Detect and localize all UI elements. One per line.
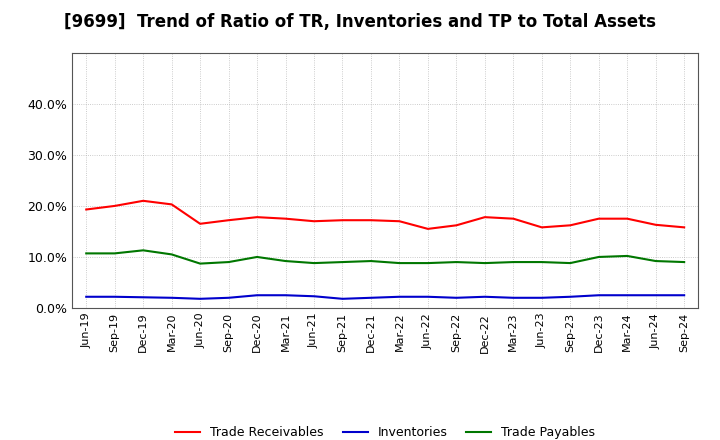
Inventories (537, 295, 546, 301)
Trade Payables (509, 260, 518, 265)
Trade Payables (82, 251, 91, 256)
Inventories (82, 294, 91, 299)
Inventories (509, 295, 518, 301)
Inventories (139, 295, 148, 300)
Trade Receivables (395, 219, 404, 224)
Trade Receivables (566, 223, 575, 228)
Trade Payables (253, 254, 261, 260)
Trade Payables (310, 260, 318, 266)
Inventories (623, 293, 631, 298)
Trade Payables (537, 260, 546, 265)
Trade Receivables (595, 216, 603, 221)
Inventories (595, 293, 603, 298)
Trade Payables (623, 253, 631, 259)
Legend: Trade Receivables, Inventories, Trade Payables: Trade Receivables, Inventories, Trade Pa… (170, 422, 600, 440)
Trade Receivables (167, 202, 176, 207)
Inventories (395, 294, 404, 299)
Inventories (167, 295, 176, 301)
Trade Payables (366, 258, 375, 264)
Inventories (480, 294, 489, 299)
Inventories (310, 293, 318, 299)
Trade Payables (225, 260, 233, 265)
Trade Payables (423, 260, 432, 266)
Line: Inventories: Inventories (86, 295, 684, 299)
Inventories (423, 294, 432, 299)
Trade Receivables (509, 216, 518, 221)
Trade Receivables (623, 216, 631, 221)
Trade Payables (595, 254, 603, 260)
Trade Receivables (196, 221, 204, 227)
Inventories (253, 293, 261, 298)
Trade Payables (395, 260, 404, 266)
Trade Receivables (139, 198, 148, 203)
Inventories (338, 296, 347, 301)
Inventories (566, 294, 575, 299)
Trade Payables (680, 260, 688, 265)
Line: Trade Receivables: Trade Receivables (86, 201, 684, 229)
Text: [9699]  Trend of Ratio of TR, Inventories and TP to Total Assets: [9699] Trend of Ratio of TR, Inventories… (64, 13, 656, 31)
Trade Receivables (652, 222, 660, 227)
Trade Payables (338, 260, 347, 265)
Trade Payables (480, 260, 489, 266)
Trade Receivables (282, 216, 290, 221)
Trade Receivables (82, 207, 91, 212)
Inventories (110, 294, 119, 299)
Trade Payables (110, 251, 119, 256)
Trade Receivables (366, 217, 375, 223)
Trade Receivables (423, 226, 432, 231)
Trade Receivables (452, 223, 461, 228)
Trade Receivables (310, 219, 318, 224)
Trade Receivables (480, 215, 489, 220)
Trade Payables (139, 248, 148, 253)
Trade Receivables (110, 203, 119, 209)
Trade Payables (282, 258, 290, 264)
Trade Payables (566, 260, 575, 266)
Inventories (652, 293, 660, 298)
Trade Receivables (680, 225, 688, 230)
Inventories (282, 293, 290, 298)
Trade Payables (652, 258, 660, 264)
Inventories (225, 295, 233, 301)
Inventories (366, 295, 375, 301)
Trade Receivables (253, 215, 261, 220)
Inventories (452, 295, 461, 301)
Inventories (196, 296, 204, 301)
Line: Trade Payables: Trade Payables (86, 250, 684, 264)
Trade Receivables (537, 225, 546, 230)
Trade Receivables (338, 217, 347, 223)
Trade Receivables (225, 217, 233, 223)
Trade Payables (452, 260, 461, 265)
Inventories (680, 293, 688, 298)
Trade Payables (167, 252, 176, 257)
Trade Payables (196, 261, 204, 266)
